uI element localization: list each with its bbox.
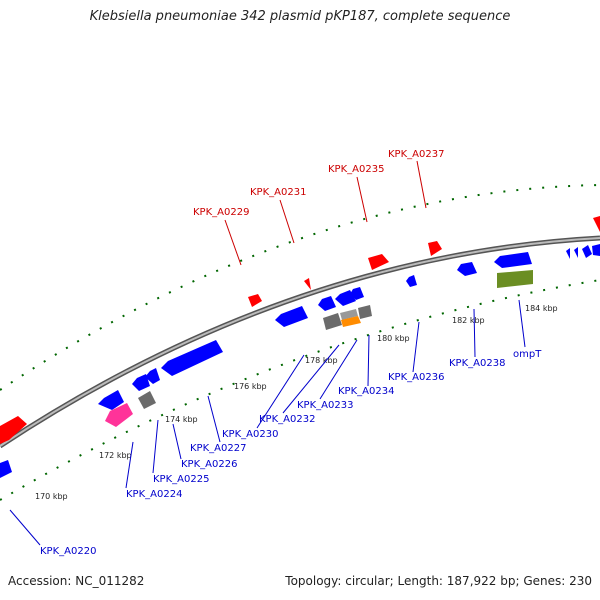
feature-KPK_A0237[interactable] xyxy=(428,241,442,256)
backbone xyxy=(0,237,600,447)
feature-KPK_A0242[interactable] xyxy=(566,248,570,259)
feature-KPK_A0240[interactable] xyxy=(494,252,532,268)
feature-KPK_A0229[interactable] xyxy=(248,294,262,307)
gene-label[interactable]: KPK_A0238 xyxy=(449,358,505,369)
feature-KPK_A0235[interactable] xyxy=(368,254,389,270)
gene-label[interactable]: KPK_A0224 xyxy=(126,489,182,500)
outer-tick-ring xyxy=(0,184,600,391)
map-title: Klebsiella pneumoniae 342 plasmid pKP187… xyxy=(89,9,511,24)
gene-label[interactable]: KPK_A0227 xyxy=(190,443,246,454)
feature-KPK_A0236[interactable] xyxy=(406,275,417,287)
gene-label[interactable]: KPK_A0233 xyxy=(297,400,353,411)
tick-label: 182 kbp xyxy=(452,316,485,325)
gene-label[interactable]: KPK_A0237 xyxy=(388,149,444,160)
feature-gray-4[interactable] xyxy=(358,305,372,319)
forward-leaders xyxy=(224,160,427,266)
feature-KPK_A0244[interactable] xyxy=(582,245,592,258)
feature-orange[interactable] xyxy=(341,316,361,327)
feature-gray-2[interactable] xyxy=(323,313,342,330)
feature-KPK_A0230[interactable] xyxy=(275,306,308,327)
forward-gene-labels: KPK_A0229 KPK_A0231 KPK_A0235 KPK_A0237 xyxy=(193,149,444,218)
gene-label[interactable]: KPK_A0235 xyxy=(328,164,384,175)
forward-features xyxy=(0,216,600,444)
tick-label: 180 kbp xyxy=(377,334,410,343)
feature-KPK_A0227[interactable] xyxy=(161,340,223,376)
tick-labels: 170 kbp 172 kbp 174 kbp 176 kbp 178 kbp … xyxy=(35,304,558,501)
feature-KPK_A0223[interactable] xyxy=(98,390,124,410)
gene-label[interactable]: KPK_A0236 xyxy=(388,372,444,383)
tick-label: 172 kbp xyxy=(99,451,132,460)
feature-KPK_A0234[interactable] xyxy=(350,287,364,300)
tick-label: 178 kbp xyxy=(305,356,338,365)
accession: Accession: NC_011282 xyxy=(8,574,145,588)
gene-label[interactable]: KPK_A0232 xyxy=(259,414,315,425)
gene-label[interactable]: KPK_A0230 xyxy=(222,429,278,440)
feature-gray-1[interactable] xyxy=(138,391,156,409)
gene-label[interactable]: KPK_A0220 xyxy=(40,546,96,557)
feature-pink[interactable] xyxy=(105,403,133,427)
gene-label[interactable]: KPK_A0234 xyxy=(338,386,394,397)
feature-KPK_A0239[interactable] xyxy=(593,216,600,232)
tick-label: 176 kbp xyxy=(234,382,267,391)
feature-KPK_A0243[interactable] xyxy=(574,247,578,258)
reverse-gene-labels: KPK_A0220 KPK_A0224 KPK_A0225 KPK_A0226 … xyxy=(40,349,542,557)
summary: Topology: circular; Length: 187,922 bp; … xyxy=(285,574,592,588)
feature-KPK_A0220[interactable] xyxy=(0,460,12,478)
tick-label: 174 kbp xyxy=(165,415,198,424)
feature-KPK_A0225[interactable] xyxy=(132,374,150,391)
tick-label: 170 kbp xyxy=(35,492,68,501)
reverse-features xyxy=(0,244,600,478)
feature-KPK_A0231[interactable] xyxy=(304,278,311,290)
gene-label[interactable]: KPK_A0225 xyxy=(153,474,209,485)
feature-KPK_A0219[interactable] xyxy=(0,416,27,444)
reverse-leaders xyxy=(9,299,526,546)
feature-ompT[interactable] xyxy=(497,270,533,288)
feature-gray-3[interactable] xyxy=(340,309,358,320)
feature-KPK_A0238[interactable] xyxy=(457,262,477,276)
gene-label[interactable]: ompT xyxy=(513,349,542,360)
tick-label: 184 kbp xyxy=(525,304,558,313)
gene-label[interactable]: KPK_A0229 xyxy=(193,207,249,218)
gene-label[interactable]: KPK_A0226 xyxy=(181,459,237,470)
feature-KPK_A0226[interactable] xyxy=(145,368,160,384)
feature-KPK_A0232[interactable] xyxy=(318,296,336,311)
inner-tick-ring xyxy=(0,279,600,501)
gene-label[interactable]: KPK_A0231 xyxy=(250,187,306,198)
feature-KPK_A0245[interactable] xyxy=(592,244,600,256)
